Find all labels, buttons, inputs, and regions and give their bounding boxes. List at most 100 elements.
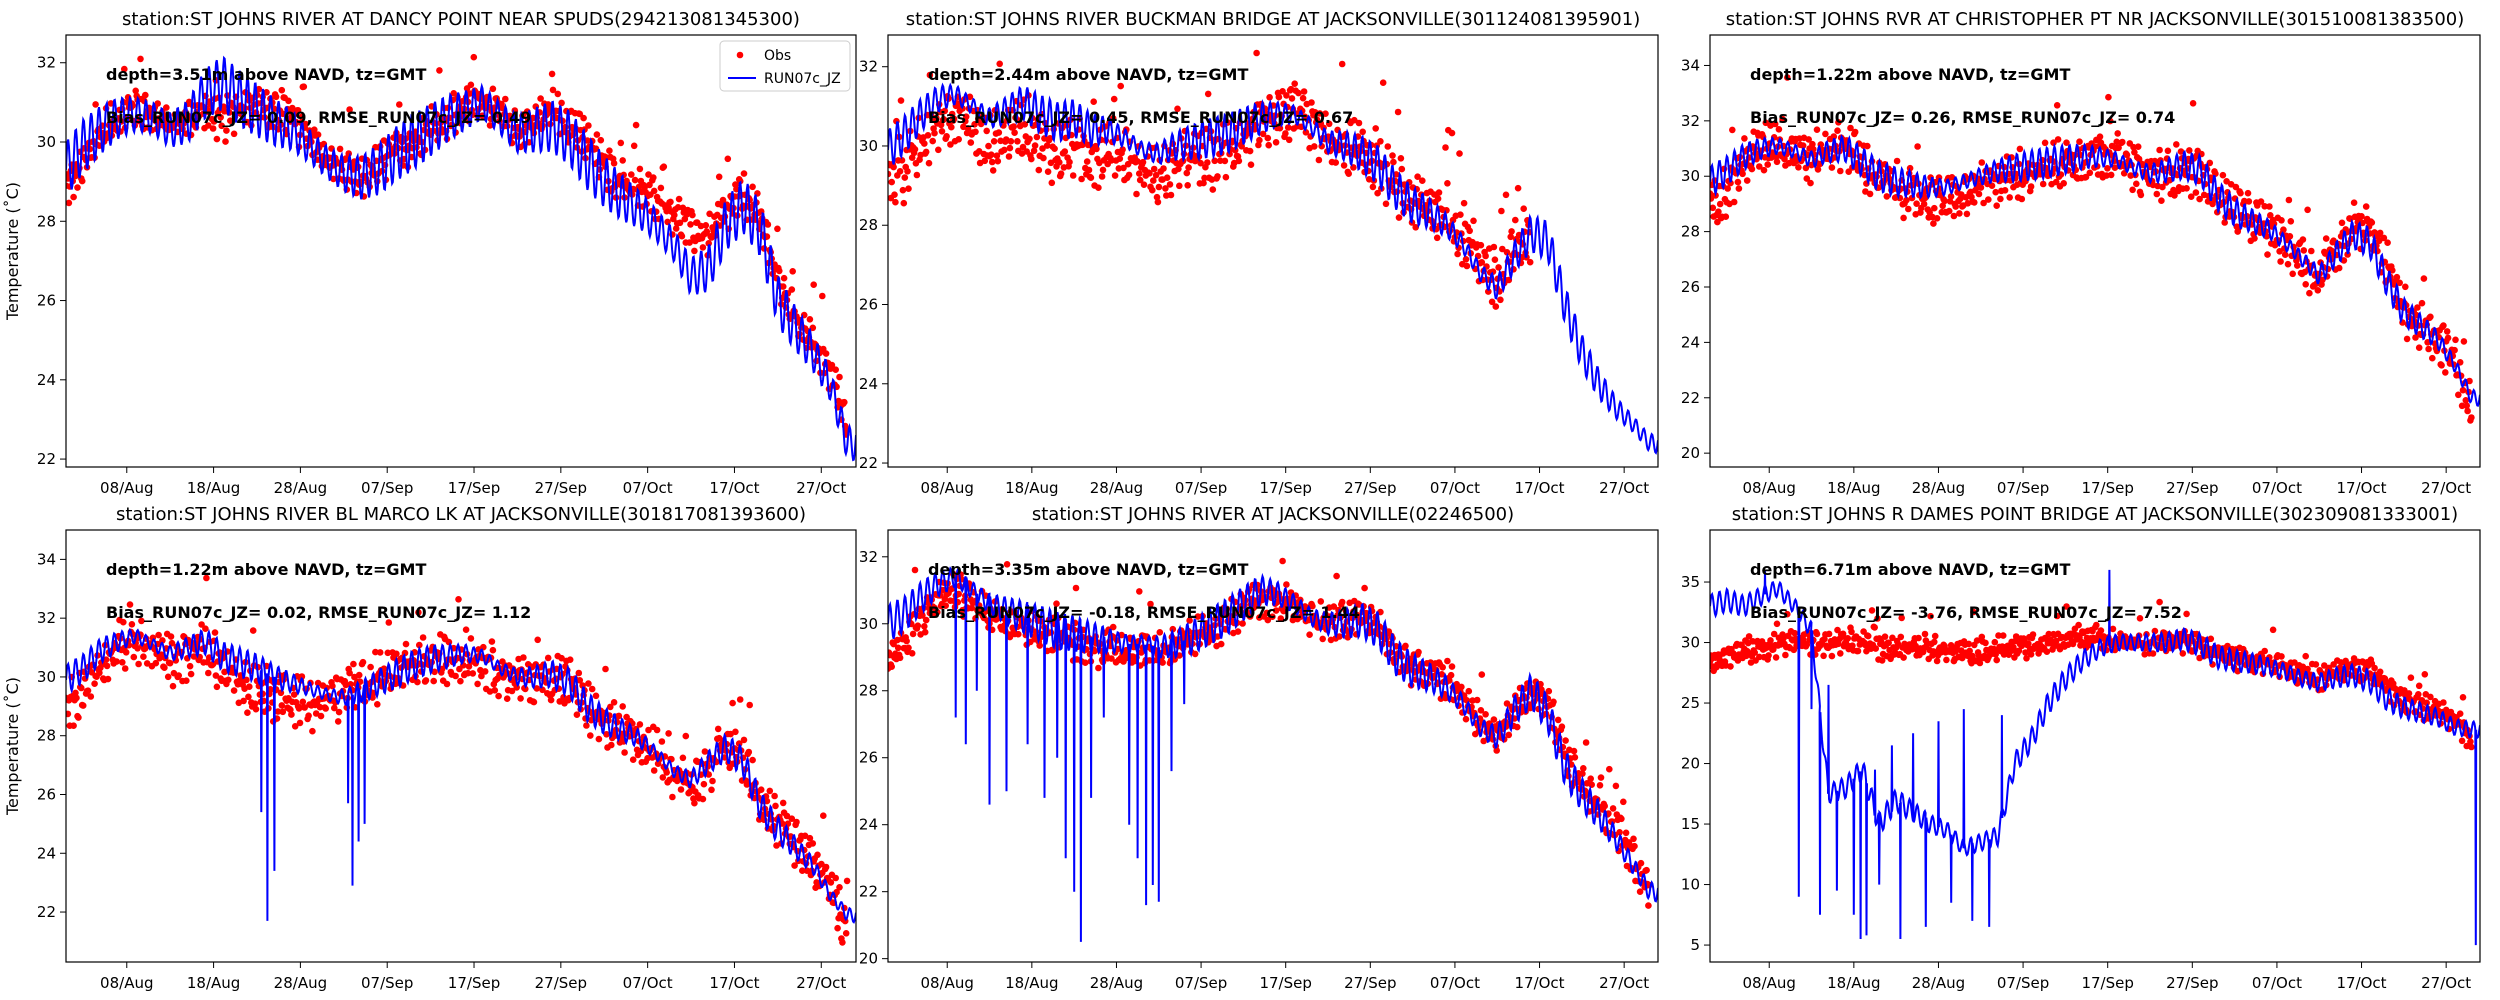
legend-model-label: RUN07c_JZ [764, 71, 841, 87]
obs-point [983, 127, 990, 135]
obs-point [814, 851, 821, 859]
obs-point [1069, 172, 1077, 179]
obs-point [152, 659, 160, 667]
x-tick-label: 17/Oct [2336, 479, 2386, 497]
obs-point [126, 601, 134, 608]
obs-point [1729, 126, 1736, 134]
obs-point [677, 786, 685, 793]
obs-point [1456, 150, 1463, 157]
obs-point [1149, 186, 1156, 194]
obs-point [1308, 99, 1315, 106]
y-tick-label: 30 [1681, 634, 1700, 652]
obs-point [919, 612, 926, 619]
obs-point [1727, 663, 1734, 670]
obs-point [2340, 257, 2348, 264]
obs-point [314, 131, 322, 138]
x-tick-label: 17/Sep [2081, 974, 2133, 992]
obs-point [576, 677, 584, 684]
obs-point [788, 286, 796, 293]
obs-point [894, 644, 902, 652]
obs-point [2096, 133, 2104, 140]
obs-point [1825, 630, 1833, 638]
obs-point [1053, 600, 1060, 607]
obs-point [1382, 200, 1390, 208]
obs-point [971, 121, 978, 128]
obs-point [2136, 615, 2144, 622]
obs-point [1048, 179, 1056, 187]
obs-point [1601, 802, 1608, 810]
x-tick-label: 17/Oct [2336, 974, 2386, 992]
x-tick-label: 28/Aug [1090, 479, 1143, 497]
obs-point [1098, 173, 1106, 180]
obs-point [299, 698, 307, 706]
obs-point [667, 198, 674, 206]
obs-point [1775, 126, 1783, 133]
x-tick-label: 28/Aug [1090, 974, 1143, 992]
obs-point [1153, 193, 1161, 201]
obs-point [467, 81, 475, 89]
obs-point [1991, 638, 1999, 646]
obs-point [2159, 183, 2166, 191]
obs-point [1900, 214, 1907, 222]
x-tick-label: 27/Oct [1599, 974, 1649, 992]
obs-point [809, 324, 817, 332]
obs-point [1871, 624, 1878, 631]
x-tick-label: 27/Oct [2421, 974, 2471, 992]
obs-point [2010, 643, 2017, 651]
obs-point [1845, 168, 1852, 175]
obs-point [1374, 189, 1381, 197]
obs-point [1582, 739, 1590, 746]
x-tick-label: 28/Aug [1912, 974, 1965, 992]
obs-point [607, 703, 614, 711]
obs-point [682, 732, 690, 740]
obs-point [938, 128, 946, 135]
obs-point [1005, 153, 1013, 160]
obs-point [1933, 215, 1941, 222]
obs-point [142, 91, 149, 99]
obs-point [1295, 89, 1302, 97]
obs-point [1545, 687, 1553, 695]
obs-point [2455, 391, 2462, 399]
obs-point [1771, 120, 1779, 128]
obs-point [678, 232, 686, 240]
obs-point [909, 630, 917, 638]
obs-point [799, 867, 806, 874]
obs-point [1580, 765, 1587, 772]
obs-point [1900, 654, 1907, 661]
obs-point [92, 101, 99, 108]
obs-point [1044, 168, 1052, 175]
obs-point [1082, 659, 1089, 666]
obs-point [619, 703, 626, 710]
obs-point [2107, 171, 2115, 179]
obs-point [967, 139, 975, 146]
obs-point [843, 877, 851, 885]
obs-point [1980, 199, 1987, 207]
obs-point [1727, 179, 1734, 187]
obs-point [1805, 136, 1812, 143]
obs-point [964, 125, 972, 132]
obs-point [584, 137, 591, 144]
obs-point [1809, 140, 1816, 148]
obs-point [1306, 631, 1313, 638]
obs-point [205, 669, 212, 677]
obs-point [1169, 625, 1177, 633]
obs-point [2251, 235, 2258, 242]
obs-point [119, 659, 126, 666]
obs-point [202, 625, 209, 632]
obs-point [1791, 629, 1798, 637]
obs-point [203, 574, 210, 582]
obs-point [779, 283, 787, 290]
obs-point [359, 658, 367, 666]
obs-point [1898, 614, 1905, 622]
obs-point [1031, 142, 1039, 149]
obs-point [1072, 584, 1080, 592]
model-line [888, 82, 1658, 455]
obs-point [443, 680, 451, 688]
obs-point [1620, 798, 1627, 806]
obs-point [1238, 143, 1245, 150]
obs-series [888, 49, 1534, 310]
obs-point [288, 711, 295, 718]
model-line [66, 55, 856, 462]
obs-point [1402, 642, 1409, 650]
obs-point [211, 629, 219, 636]
